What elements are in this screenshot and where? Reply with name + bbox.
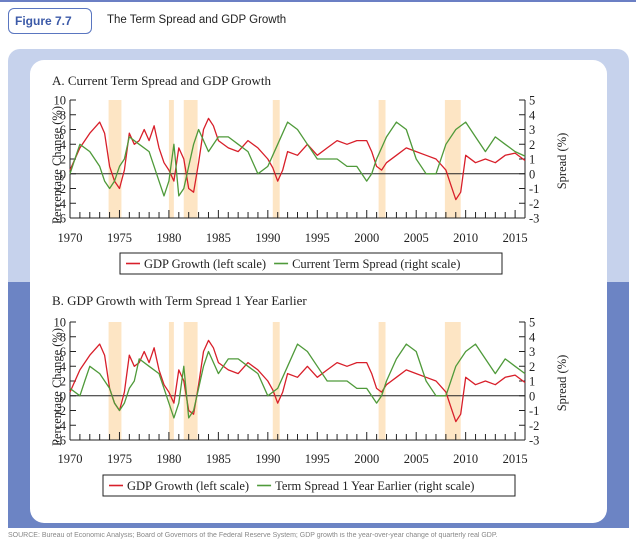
panel-b-x-tick-label: 2000 <box>354 452 379 466</box>
panel-b-y-left-label: Percentage Change (%) <box>50 328 64 446</box>
panel-b-recession-band <box>108 322 122 440</box>
panel-a-legend-gdp-label: GDP Growth (left scale) <box>144 257 266 271</box>
source-note: SOURCE: Bureau of Economic Analysis; Boa… <box>8 532 498 539</box>
panel-b-x-tick-label: 1995 <box>305 452 330 466</box>
panel-b-y-left-tick-label: 8 <box>60 330 66 344</box>
panel-b-x-tick-label: 2010 <box>453 452 478 466</box>
panel-a-y-right-tick-label: 0 <box>529 167 535 181</box>
panel-b-x-tick-label: 1985 <box>206 452 231 466</box>
panel-a-y-right-tick-label: 1 <box>529 153 535 167</box>
panel-a-recession-band <box>272 100 280 218</box>
panel-a-y-left-tick-label: 2 <box>60 153 66 167</box>
panel-a-y-left-tick-label: 0 <box>60 167 66 181</box>
panel-b-x-tick-label: 2005 <box>404 452 429 466</box>
panel-b-x-tick-label: 1990 <box>255 452 280 466</box>
panel-b-y-right-tick-label: 2 <box>529 360 535 374</box>
figure-card <box>30 60 607 523</box>
panel-b-recession-band <box>378 322 386 440</box>
panel-b-y-left-tick-label: -4 <box>56 419 67 433</box>
panel-a-y-right-tick-label: 5 <box>529 94 535 108</box>
panel-b-y-right-tick-label: 0 <box>529 389 535 403</box>
panel-b-recession-band <box>168 322 174 440</box>
panel-a-x-tick-label: 1980 <box>156 231 181 245</box>
panel-a-y-left-tick-label: 4 <box>60 138 67 152</box>
panel-a-y-right-tick-label: -3 <box>529 212 539 226</box>
panel-a-recession-band <box>378 100 386 218</box>
panel-a-x-tick-label: 2015 <box>503 231 528 245</box>
panel-b-y-right-tick-label: 5 <box>529 316 535 330</box>
panel-a-term-spread-line <box>69 121 526 197</box>
panel-b-recession-band <box>444 322 461 440</box>
panel-a-y-right-label: Spread (%) <box>555 133 569 190</box>
panel-a-y-right-tick-label: 2 <box>529 138 535 152</box>
panel-a-y-left-tick-label: -4 <box>56 197 67 211</box>
panel-a-x-tick-label: 2000 <box>354 231 379 245</box>
panel-b-recession-band <box>272 322 280 440</box>
panel-b-legend-box <box>102 474 516 497</box>
panel-b-y-right-tick-label: 1 <box>529 375 535 389</box>
panel-a-y-left-tick-label: 10 <box>54 94 67 108</box>
panel-b-y-left-tick-label: 0 <box>60 389 66 403</box>
panel-b-term-spread-line <box>69 343 526 419</box>
panel-a-y-left-tick-label: 8 <box>60 108 66 122</box>
panel-a-y-right-tick-label: -1 <box>529 182 539 196</box>
panel-a-y-left-label: Percentage Change (%) <box>50 106 64 224</box>
panel-b-y-right-label: Spread (%) <box>555 355 569 412</box>
panel-b-y-right-tick-label: 4 <box>529 330 536 344</box>
panel-a-y-right-tick-label: 4 <box>529 108 536 122</box>
panel-a-x-tick-label: 2005 <box>404 231 429 245</box>
panel-b-legend-gdp-label: GDP Growth (left scale) <box>127 479 249 493</box>
panel-b-y-left-tick-label: -2 <box>56 404 66 418</box>
panel-a-y-left-tick-label: 6 <box>60 123 66 137</box>
panel-b-title: B. GDP Growth with Term Spread 1 Year Ea… <box>52 293 307 308</box>
panel-a-recession-band <box>108 100 122 218</box>
panel-b-x-tick-label: 1980 <box>156 452 181 466</box>
figure-label: Figure 7.7 <box>8 8 92 34</box>
panel-a-title: A. Current Term Spread and GDP Growth <box>52 73 271 88</box>
panel-a-x-tick-label: 1990 <box>255 231 280 245</box>
panel-b-legend-spread-label: Term Spread 1 Year Earlier (right scale) <box>275 479 474 493</box>
panel-b-y-left-tick-label: -6 <box>56 434 66 448</box>
panel-b-y-right-tick-label: -1 <box>529 404 539 418</box>
panel-b-x-tick-label: 1975 <box>107 452 132 466</box>
panel-b-y-right-tick-label: -3 <box>529 434 539 448</box>
top-rule <box>0 0 636 2</box>
panel-a-legend-spread-label: Current Term Spread (right scale) <box>292 257 460 271</box>
panel-a-legend-box <box>119 252 503 275</box>
panel-a-x-tick-label: 1995 <box>305 231 330 245</box>
panel-b-y-right-tick-label: -2 <box>529 419 539 433</box>
panel-a-x-tick-label: 1975 <box>107 231 132 245</box>
panel-a-y-right-tick-label: 3 <box>529 123 535 137</box>
panel-b-y-left-tick-label: 2 <box>60 375 66 389</box>
panel-b-y-left-tick-label: 4 <box>60 360 67 374</box>
panel-a-x-tick-label: 1985 <box>206 231 231 245</box>
panel-b-x-tick-label: 2015 <box>503 452 528 466</box>
panel-a-y-left-tick-label: -6 <box>56 212 66 226</box>
figure-title: The Term Spread and GDP Growth <box>107 14 287 26</box>
panel-a-x-tick-label: 1970 <box>58 231 83 245</box>
panel-a-x-tick-label: 2010 <box>453 231 478 245</box>
panel-b-y-left-tick-label: 10 <box>54 316 67 330</box>
panel-b-x-tick-label: 1970 <box>58 452 83 466</box>
panel-a-y-right-tick-label: -2 <box>529 197 539 211</box>
panel-a-recession-band <box>444 100 461 218</box>
panel-b-y-right-tick-label: 3 <box>529 345 535 359</box>
panel-a-y-left-tick-label: -2 <box>56 182 66 196</box>
panel-b-y-left-tick-label: 6 <box>60 345 66 359</box>
